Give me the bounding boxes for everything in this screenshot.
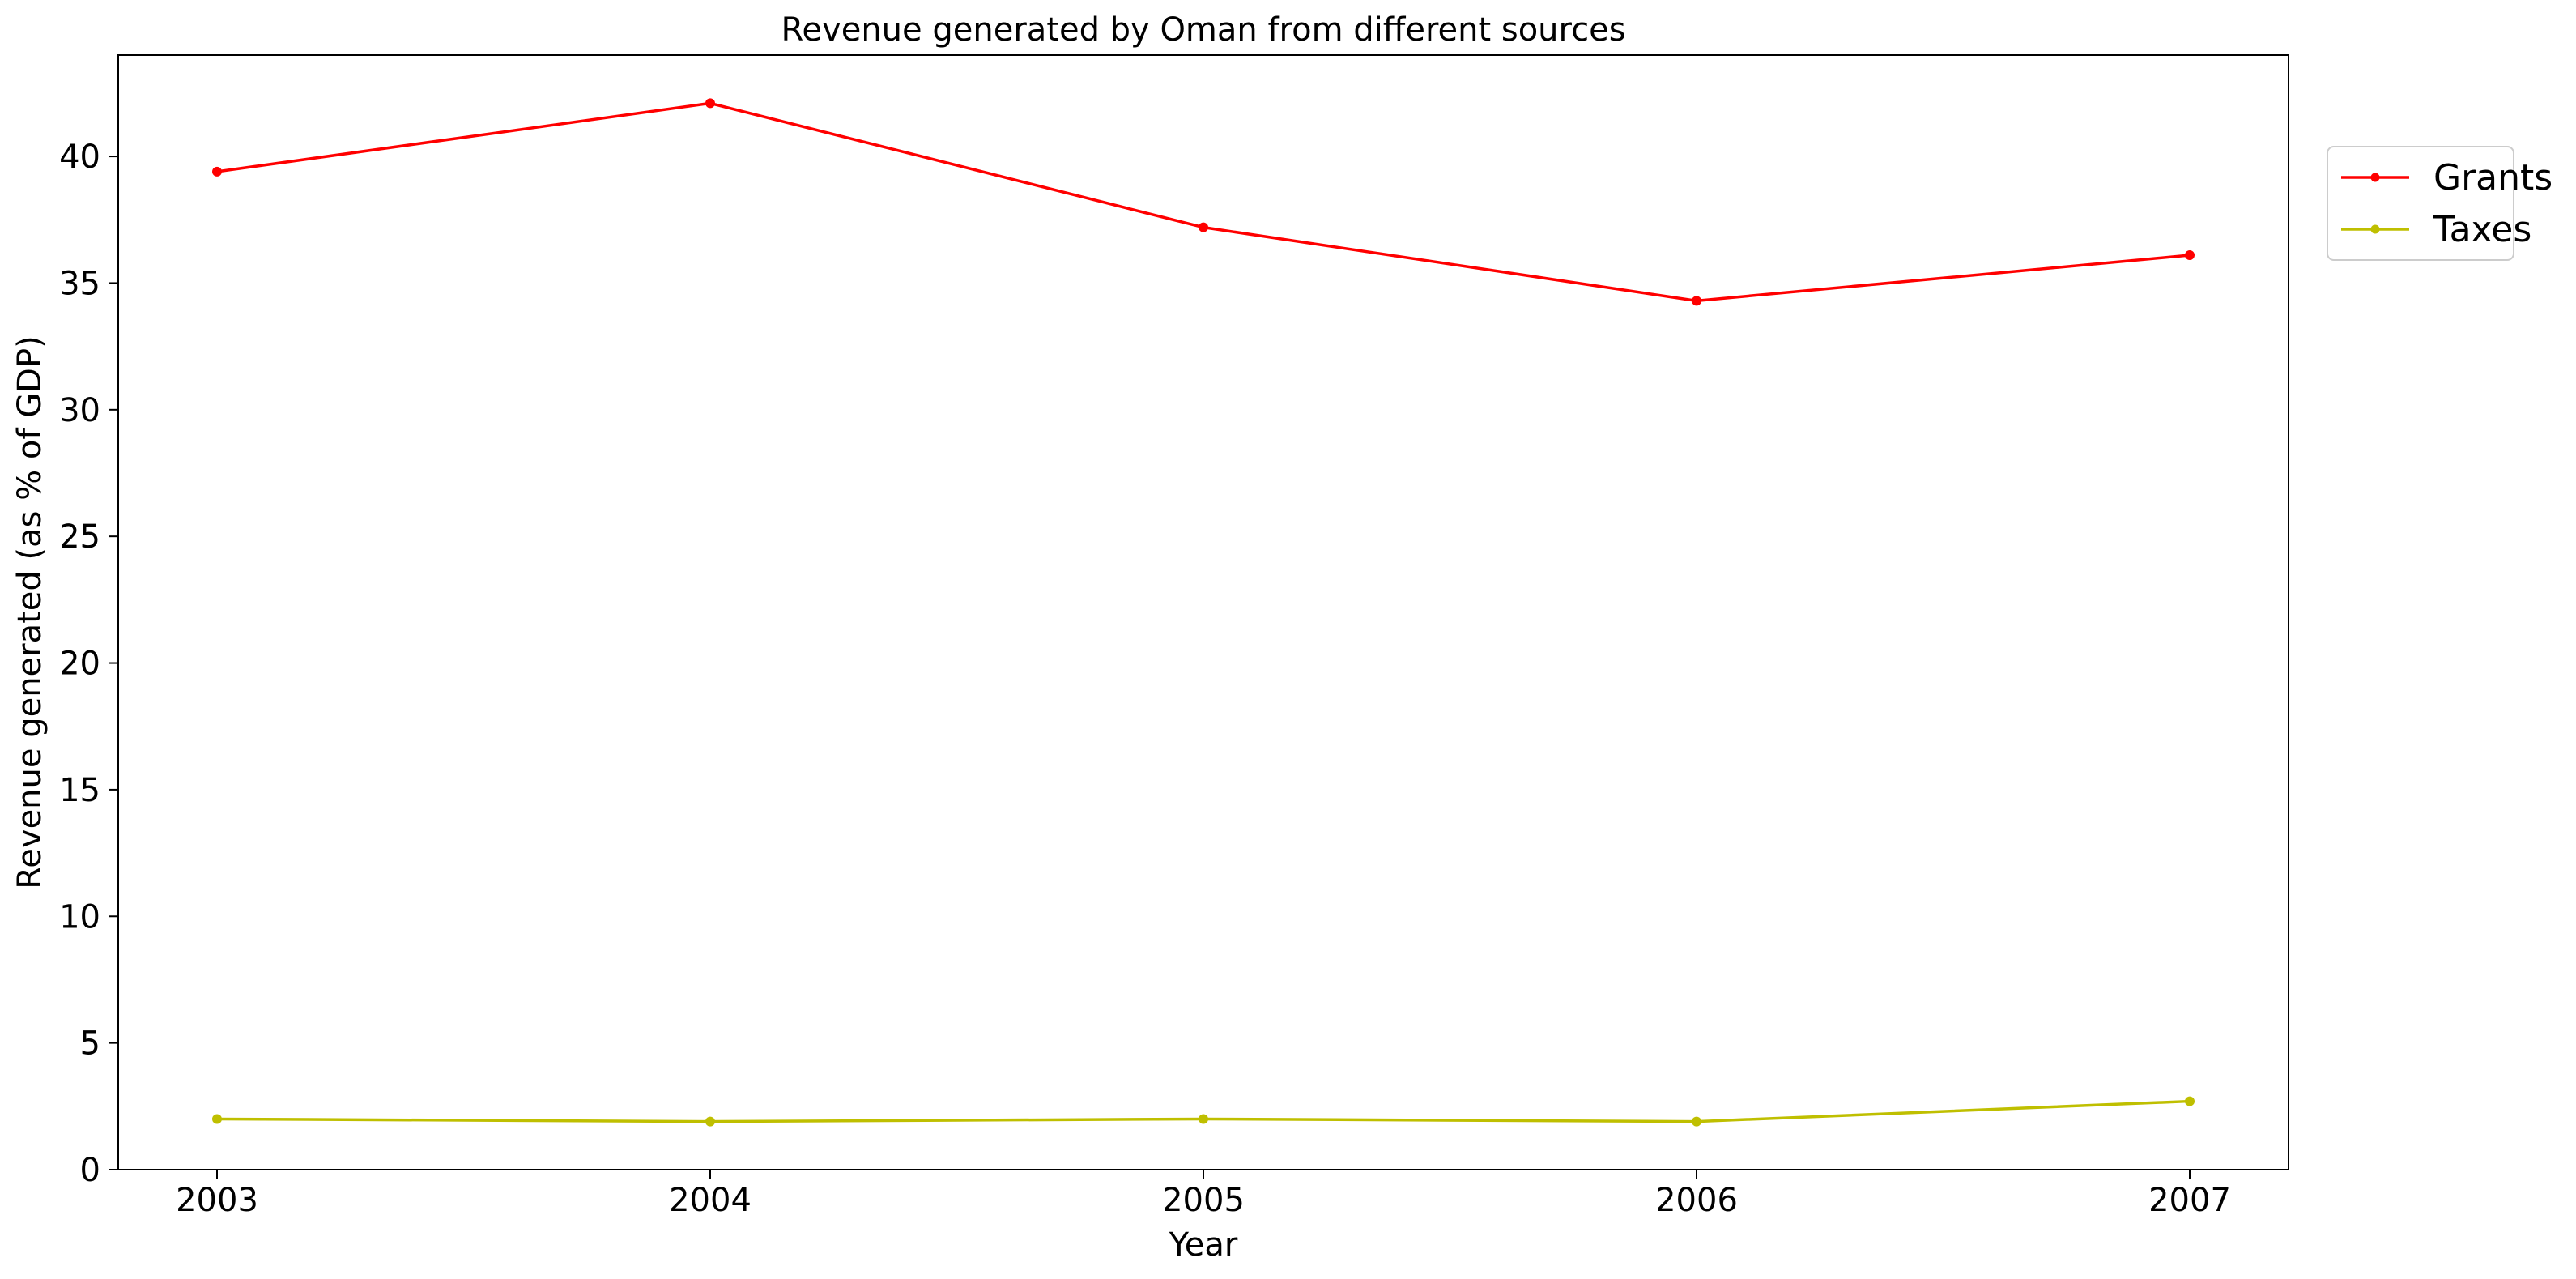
data-point-taxes bbox=[1199, 1114, 1208, 1124]
x-axis: 2003 2004 2005 2006 2007 bbox=[176, 1170, 2231, 1219]
data-point-taxes bbox=[705, 1116, 715, 1127]
y-tick-label: 20 bbox=[59, 646, 100, 683]
series-layer bbox=[212, 98, 2195, 1127]
data-point-taxes bbox=[2185, 1096, 2195, 1106]
data-point-grants bbox=[1692, 296, 1701, 306]
y-tick-label: 40 bbox=[59, 139, 100, 176]
y-tick-label: 10 bbox=[59, 898, 100, 936]
y-tick-label: 0 bbox=[80, 1152, 100, 1189]
legend-swatch-marker bbox=[2370, 173, 2380, 182]
y-tick-label: 25 bbox=[59, 518, 100, 556]
y-tick-label: 35 bbox=[59, 265, 100, 302]
legend: Grants Taxes bbox=[2327, 146, 2553, 261]
x-tick-label: 2005 bbox=[1162, 1182, 1245, 1219]
x-tick-label: 2003 bbox=[176, 1182, 258, 1219]
data-point-taxes bbox=[212, 1114, 222, 1124]
x-tick-label: 2004 bbox=[669, 1182, 752, 1219]
x-tick-label: 2006 bbox=[1655, 1182, 1738, 1219]
series-grants bbox=[212, 98, 2195, 306]
legend-item-taxes: Taxes bbox=[2341, 209, 2531, 250]
data-point-grants bbox=[2185, 250, 2195, 261]
data-point-taxes bbox=[1692, 1116, 1701, 1127]
legend-label: Grants bbox=[2433, 157, 2553, 198]
y-axis: 0 5 10 15 20 25 30 35 40 bbox=[59, 139, 118, 1189]
y-axis-label: Revenue generated (as % of GDP) bbox=[11, 335, 49, 889]
y-tick-label: 5 bbox=[80, 1025, 100, 1063]
legend-label: Taxes bbox=[2433, 209, 2531, 250]
y-tick-label: 30 bbox=[59, 392, 100, 429]
data-point-grants bbox=[705, 98, 715, 109]
legend-swatch-marker bbox=[2370, 224, 2380, 234]
series-taxes bbox=[212, 1096, 2195, 1127]
data-point-grants bbox=[1199, 222, 1208, 232]
x-axis-label: Year bbox=[1169, 1226, 1238, 1264]
y-tick-label: 15 bbox=[59, 772, 100, 809]
x-tick-label: 2007 bbox=[2148, 1182, 2231, 1219]
legend-item-grants: Grants bbox=[2341, 157, 2553, 198]
data-point-grants bbox=[212, 166, 222, 177]
chart-title: Revenue generated by Oman from different… bbox=[781, 11, 1625, 49]
